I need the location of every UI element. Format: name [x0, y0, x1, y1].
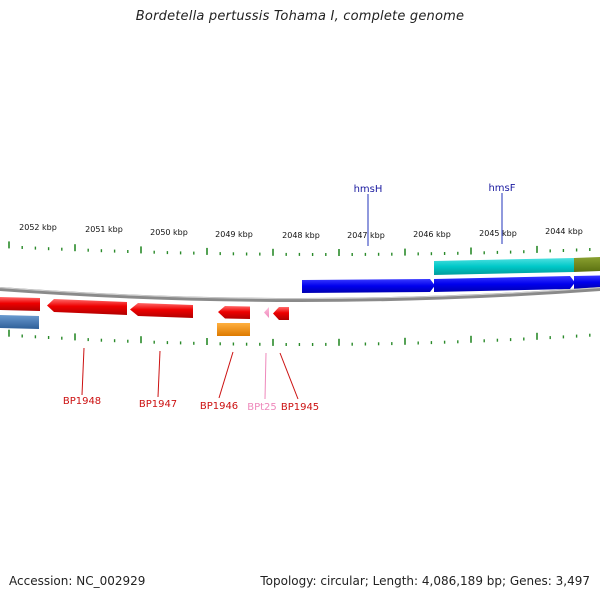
- label-leader-line: [81, 347, 85, 396]
- scale-label: 2050 kbp: [150, 228, 188, 237]
- gene-labels: hmsH hmsF BP1948 BP1947 BP1946 BPt25 BP1…: [63, 183, 516, 413]
- gene-feature-BP1948[interactable]: [47, 299, 127, 315]
- gene-label-BP1945[interactable]: BP1945: [281, 402, 319, 413]
- scale-label: 2048 kbp: [282, 231, 320, 240]
- gene-feature-BPt25[interactable]: [264, 307, 269, 318]
- genome-summary: Topology: circular; Length: 4,086,189 bp…: [260, 574, 590, 588]
- scale-label: 2046 kbp: [413, 230, 451, 239]
- scale-label: 2049 kbp: [215, 230, 253, 239]
- gene-feature[interactable]: [0, 315, 39, 329]
- label-leader-line: [279, 352, 299, 400]
- gene-label-BPt25[interactable]: BPt25: [247, 402, 277, 413]
- scale-label: 2052 kbp: [19, 223, 57, 232]
- gene-feature[interactable]: [434, 276, 575, 292]
- scale-label: 2047 kbp: [347, 231, 385, 240]
- gene-feature-hmsF[interactable]: [434, 258, 574, 275]
- genome-title: Bordetella pertussis Tohama I, complete …: [135, 9, 465, 24]
- gene-label-BP1947[interactable]: BP1947: [139, 399, 177, 410]
- outer-tick-row: [8, 241, 591, 256]
- gene-feature[interactable]: [217, 323, 250, 336]
- scale-label: 2045 kbp: [479, 229, 517, 238]
- genome-backbone: [0, 287, 600, 302]
- inner-tick-row: [8, 329, 591, 346]
- gene-feature-BP1946[interactable]: [218, 306, 250, 319]
- gene-feature-BP1945[interactable]: [273, 307, 289, 320]
- gene-label-hmsF[interactable]: hmsF: [488, 183, 515, 194]
- scale-labels: 2052 kbp 2051 kbp 2050 kbp 2049 kbp 2048…: [19, 223, 583, 240]
- forward-strand-track: [302, 257, 600, 293]
- gene-label-BP1946[interactable]: BP1946: [200, 401, 238, 412]
- gene-feature[interactable]: [302, 279, 435, 293]
- label-leader-line: [218, 351, 234, 399]
- reverse-strand-track: [0, 297, 289, 336]
- gene-feature[interactable]: [574, 275, 600, 290]
- label-leader-line: [157, 350, 161, 398]
- label-leader-line: [264, 352, 267, 400]
- backbone-highlight: [0, 287, 600, 300]
- accession-label: Accession: NC_002929: [9, 574, 146, 588]
- gene-feature-BP1947[interactable]: [130, 303, 193, 318]
- scale-label: 2044 kbp: [545, 227, 583, 236]
- gene-label-BP1948[interactable]: BP1948: [63, 396, 101, 407]
- scale-label: 2051 kbp: [85, 225, 123, 234]
- gene-feature[interactable]: [0, 297, 40, 311]
- gene-feature[interactable]: [574, 257, 600, 272]
- gene-label-hmsH[interactable]: hmsH: [354, 184, 383, 195]
